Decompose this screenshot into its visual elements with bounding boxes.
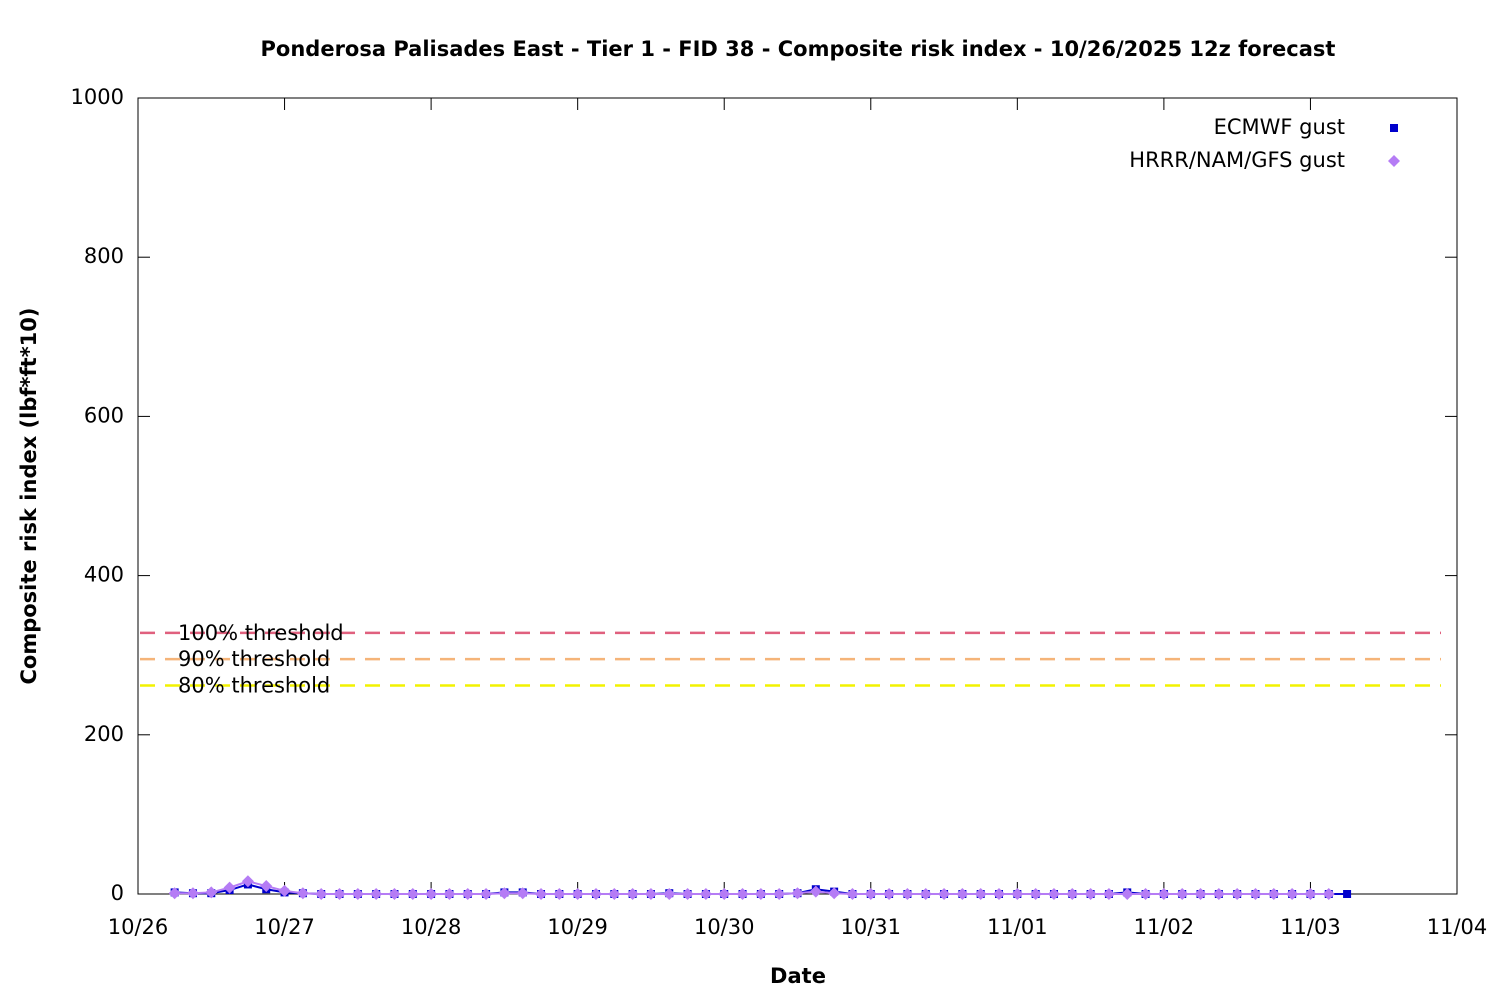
- data-point: [1066, 888, 1079, 900]
- data-point: [626, 888, 639, 900]
- data-point: [1121, 888, 1134, 900]
- x-tick-label: 11/02: [1134, 915, 1195, 939]
- data-point: [736, 888, 749, 900]
- data-point: [1084, 888, 1097, 900]
- data-point: [1267, 888, 1280, 900]
- legend-marker: [1388, 155, 1400, 167]
- data-point: [1011, 888, 1024, 900]
- data-point: [1029, 888, 1042, 900]
- x-tick-label: 10/31: [841, 915, 902, 939]
- x-tick-label: 10/30: [694, 915, 755, 939]
- y-tick-label: 200: [84, 722, 124, 746]
- data-point: [1322, 888, 1335, 900]
- data-point: [1249, 888, 1262, 900]
- data-point: [883, 888, 896, 900]
- x-tick-label: 10/29: [547, 915, 608, 939]
- data-point: [1176, 888, 1189, 900]
- data-point: [498, 887, 511, 900]
- y-axis-label: Composite risk index (lbf*ft*10): [17, 307, 41, 684]
- data-point: [260, 880, 273, 893]
- y-tick-label: 1000: [71, 85, 124, 109]
- x-axis-label: Date: [770, 964, 826, 988]
- legend-label: ECMWF gust: [1214, 115, 1345, 139]
- data-point: [791, 887, 804, 900]
- data-point: [919, 888, 932, 900]
- data-point: [241, 875, 254, 888]
- data-point: [1194, 888, 1207, 900]
- chart-title: Ponderosa Palisades East - Tier 1 - FID …: [261, 37, 1336, 61]
- x-tick-label: 10/26: [108, 915, 169, 939]
- data-point: [296, 887, 309, 900]
- data-point: [846, 888, 859, 900]
- data-point: [315, 888, 328, 900]
- data-point: [1231, 888, 1244, 900]
- y-tick-label: 800: [84, 244, 124, 268]
- data-point: [589, 888, 602, 900]
- y-tick-label: 0: [111, 881, 124, 905]
- data-point: [644, 888, 657, 900]
- data-point: [1047, 888, 1060, 900]
- data-point: [993, 888, 1006, 900]
- data-point: [571, 888, 584, 900]
- x-tick-label: 11/04: [1427, 915, 1488, 939]
- data-point: [1157, 888, 1170, 900]
- data-point: [1139, 888, 1152, 900]
- legend-marker: [1390, 124, 1398, 132]
- data-point: [1304, 888, 1317, 900]
- data-point: [754, 888, 767, 900]
- threshold-label: 100% threshold: [178, 621, 344, 645]
- data-point: [168, 887, 181, 900]
- legend-label: HRRR/NAM/GFS gust: [1129, 148, 1345, 172]
- data-point: [1102, 888, 1115, 900]
- data-point: [1286, 888, 1299, 900]
- x-tick-label: 11/01: [987, 915, 1048, 939]
- data-point: [333, 888, 346, 900]
- x-tick-label: 10/27: [254, 915, 315, 939]
- data-point: [535, 888, 548, 900]
- data-point: [828, 887, 841, 900]
- data-point: [974, 888, 987, 900]
- data-point: [1343, 890, 1352, 898]
- data-point: [443, 888, 456, 900]
- plot-frame: [137, 97, 1458, 895]
- data-point: [663, 888, 676, 900]
- data-point: [425, 888, 438, 900]
- data-point: [901, 888, 914, 900]
- data-point: [351, 888, 364, 900]
- data-point: [406, 888, 419, 900]
- y-tick-label: 400: [84, 563, 124, 587]
- data-point: [205, 886, 218, 899]
- data-point: [186, 887, 199, 900]
- data-point: [681, 888, 694, 900]
- x-tick-label: 10/28: [401, 915, 462, 939]
- data-point: [608, 888, 621, 900]
- data-point: [773, 888, 786, 900]
- data-point: [864, 888, 877, 900]
- data-point: [553, 888, 566, 900]
- data-point: [223, 881, 236, 894]
- threshold-label: 90% threshold: [178, 647, 330, 671]
- series-line: [174, 880, 1329, 895]
- data-point: [461, 888, 474, 900]
- data-point: [1212, 888, 1225, 900]
- y-tick-label: 600: [84, 403, 124, 427]
- data-point: [388, 888, 401, 900]
- data-point: [699, 888, 712, 900]
- data-point: [809, 885, 822, 898]
- data-point: [938, 888, 951, 900]
- threshold-label: 80% threshold: [178, 673, 330, 697]
- data-point: [480, 888, 493, 900]
- x-tick-label: 11/03: [1280, 915, 1341, 939]
- data-point: [278, 884, 291, 897]
- data-point: [956, 888, 969, 900]
- data-point: [370, 888, 383, 900]
- data-point: [718, 888, 731, 900]
- data-point: [516, 887, 529, 900]
